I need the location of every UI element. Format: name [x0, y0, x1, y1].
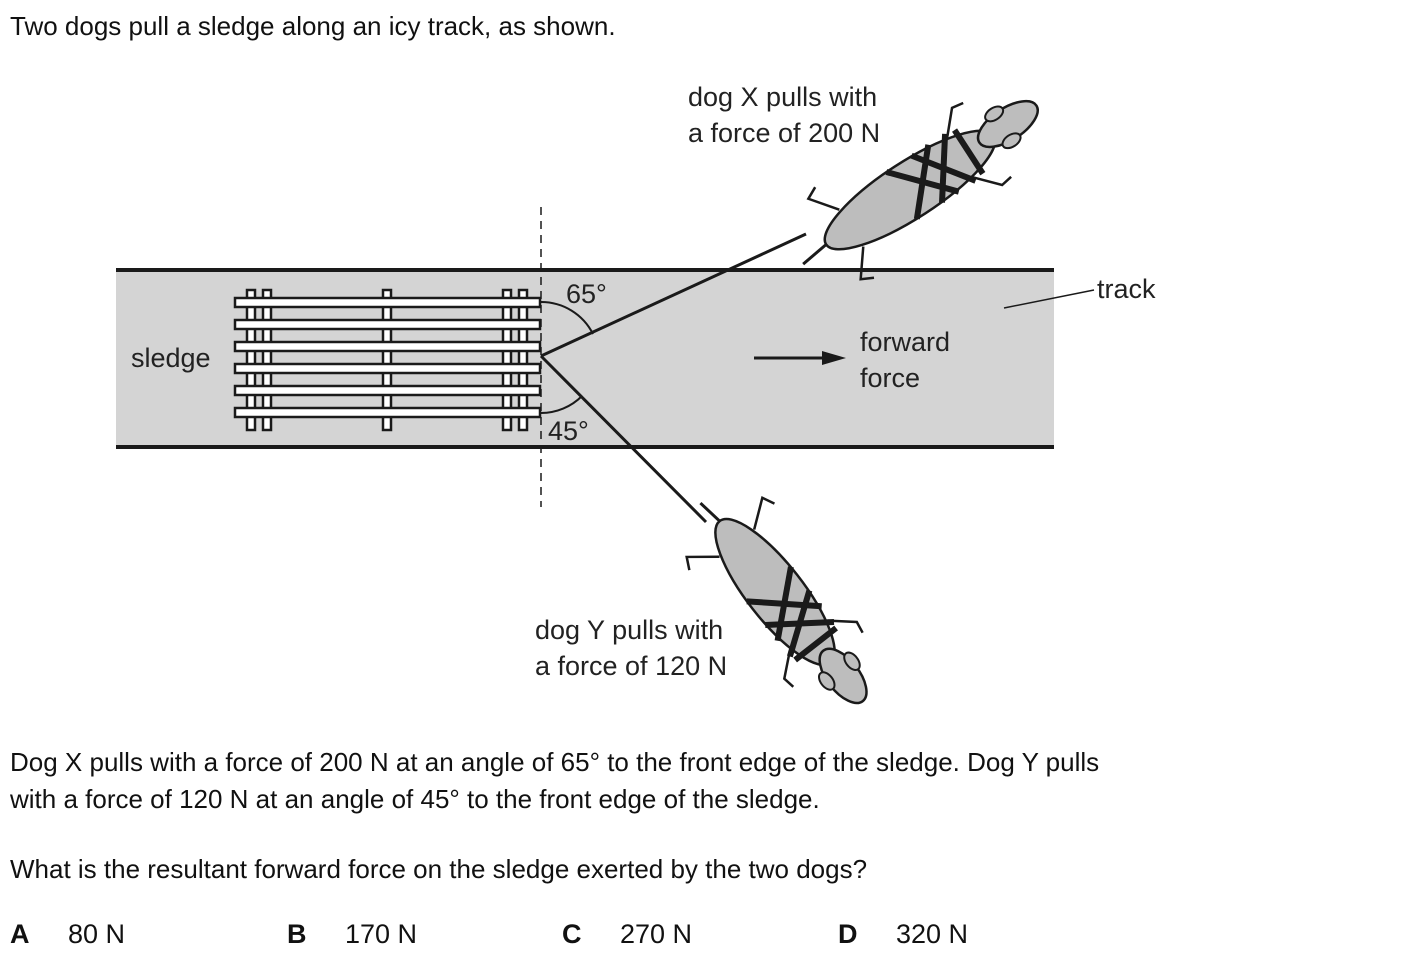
angle-arc-45 [540, 395, 583, 414]
dog-x-label-line1: dog X pulls with [688, 82, 877, 112]
intro-text: Two dogs pull a sledge along an icy trac… [10, 11, 616, 41]
forward-arrow-head [822, 351, 846, 365]
body-text-line1: Dog X pulls with a force of 200 N at an … [10, 747, 1100, 777]
body-text-line2: with a force of 120 N at an angle of 45°… [10, 784, 820, 814]
option-b[interactable]: B 170 N [287, 916, 417, 952]
option-letter: C [562, 919, 582, 949]
option-letter: B [287, 919, 307, 949]
dog-y-label-line1: dog Y pulls with [535, 615, 723, 645]
angle-65-label: 65° [566, 279, 607, 309]
option-value: 170 N [345, 919, 418, 949]
question-text: What is the resultant forward force on t… [10, 854, 868, 884]
dog-y-figure [685, 496, 868, 705]
option-letter: A [10, 919, 30, 949]
dog-y-label-line2: a force of 120 N [535, 651, 727, 681]
rope-dog-x [540, 232, 807, 358]
sledge [233, 288, 542, 432]
option-value: 270 N [620, 919, 693, 949]
option-a[interactable]: A 80 N [10, 916, 125, 952]
forward-force-label-line2: force [860, 363, 920, 393]
option-letter: D [838, 919, 858, 949]
option-d[interactable]: D 320 N [838, 916, 968, 952]
sledge-diagram: dog X pulls with a force of 200 N 65° 45… [116, 82, 1156, 705]
sledge-label: sledge [131, 343, 211, 373]
option-value: 320 N [896, 919, 969, 949]
angle-45-label: 45° [548, 416, 589, 446]
track-leader-line [1003, 289, 1095, 309]
dog-x-figure [802, 99, 1039, 281]
option-c[interactable]: C 270 N [562, 916, 692, 952]
forward-force-label-line1: forward [860, 327, 950, 357]
track-label: track [1097, 274, 1156, 304]
rope-dog-y [539, 354, 708, 524]
angle-arc-65 [540, 300, 594, 335]
dog-x-label-line2: a force of 200 N [688, 118, 880, 148]
option-value: 80 N [68, 919, 126, 949]
